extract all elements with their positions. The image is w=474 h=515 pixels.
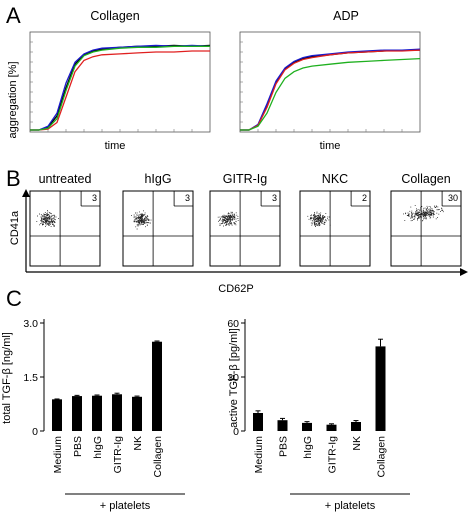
bar-chart-2-ylabel: active TGF-β [pg/ml] bbox=[228, 328, 240, 428]
panel-a-title-1: Collagen bbox=[90, 9, 139, 23]
panel-a-title-2: ADP bbox=[333, 9, 359, 23]
aggregation-plot-frame-2 bbox=[239, 31, 421, 133]
dot-cloud bbox=[131, 210, 152, 230]
dotplot-frame bbox=[122, 190, 194, 267]
y-tick-label: 30 bbox=[227, 372, 239, 384]
bar-chart-2-group-label: + platelets bbox=[325, 500, 376, 512]
bar bbox=[52, 399, 62, 431]
bar bbox=[253, 413, 263, 431]
dotplot-frame bbox=[29, 190, 101, 267]
aggregation-trace-3 bbox=[30, 50, 210, 131]
x-tick-label: Medium bbox=[52, 436, 64, 474]
x-tick-label: PBS bbox=[278, 436, 290, 457]
panel-b-ylabel: CD41a bbox=[9, 210, 21, 245]
bar bbox=[277, 420, 288, 431]
panel-a-ylabel: aggregation [%] bbox=[7, 61, 19, 138]
bar bbox=[132, 396, 142, 431]
x-tick-label: Medium bbox=[253, 436, 265, 474]
active-tgf-bar-chart: 0 30 60 Medium PBS hIgG GITR-Ig NK Collagen bbox=[227, 318, 387, 477]
bar bbox=[112, 394, 122, 431]
panel-label-c: C bbox=[6, 286, 22, 311]
y-tick-label: 1.5 bbox=[23, 372, 38, 384]
panel-b-y-arrow-head bbox=[22, 189, 30, 197]
dotplot-title: hIgG bbox=[144, 172, 171, 186]
dotplot-title: untreated bbox=[39, 172, 92, 186]
aggregation-trace-3 bbox=[240, 49, 421, 131]
dotplot-frame bbox=[299, 190, 371, 267]
x-tick-label: NK bbox=[132, 436, 144, 451]
bar bbox=[375, 346, 386, 431]
gate-percentage: 3 bbox=[272, 193, 277, 203]
bar bbox=[92, 395, 102, 431]
bar bbox=[152, 341, 162, 431]
aggregation-trace-4 bbox=[240, 57, 421, 131]
bar bbox=[302, 422, 312, 431]
dot-cloud bbox=[217, 211, 239, 227]
dotplot-title: Collagen bbox=[401, 172, 450, 186]
total-tgf-bar-chart: 0 1.5 3.0 Medium PBS hIgG GITR-Ig NK Collagen bbox=[23, 318, 164, 477]
panel-b-xlabel: CD62P bbox=[218, 283, 253, 295]
dotplot-title: GITR-Ig bbox=[223, 172, 267, 186]
x-tick-label: hIgG bbox=[302, 436, 314, 459]
gate-percentage: 3 bbox=[92, 193, 97, 203]
aggregation-plot-1 bbox=[30, 41, 211, 132]
bar bbox=[351, 422, 361, 431]
dot-cloud bbox=[403, 205, 444, 222]
x-tick-label: GITR-Ig bbox=[327, 436, 339, 473]
x-tick-label: PBS bbox=[72, 436, 84, 457]
bar-chart-1-ylabel: total TGF-β [ng/ml] bbox=[1, 332, 13, 424]
x-tick-label: hIgG bbox=[92, 436, 104, 459]
aggregation-plot-2 bbox=[240, 41, 421, 132]
y-tick-label: 3.0 bbox=[23, 318, 38, 330]
dotplot-frame bbox=[209, 190, 281, 267]
x-tick-label: NK bbox=[351, 436, 363, 451]
panel-label-a: A bbox=[6, 3, 21, 28]
bar-chart-1-group-label: + platelets bbox=[100, 500, 151, 512]
dot-cloud bbox=[307, 211, 331, 228]
x-tick-label: GITR-Ig bbox=[112, 436, 124, 473]
panel-label-b: B bbox=[6, 166, 21, 191]
bar bbox=[326, 424, 337, 431]
panel-a-xlabel-2: time bbox=[320, 140, 341, 152]
x-tick-label: Collagen bbox=[152, 436, 164, 478]
bar bbox=[72, 396, 82, 431]
y-tick-label: 0 bbox=[233, 426, 239, 438]
x-tick-label: Collagen bbox=[376, 436, 388, 478]
panel-b-x-arrow-head bbox=[460, 268, 468, 276]
aggregation-trace-2 bbox=[240, 48, 421, 131]
y-tick-label: 0 bbox=[32, 426, 38, 438]
dotplot-frame bbox=[390, 190, 462, 267]
panel-a-xlabel-1: time bbox=[105, 140, 126, 152]
aggregation-trace-4 bbox=[30, 45, 210, 131]
dotplot-title: NKC bbox=[322, 172, 348, 186]
gate-percentage: 3 bbox=[185, 193, 190, 203]
y-tick-label: 60 bbox=[227, 318, 239, 330]
gate-percentage: 2 bbox=[362, 193, 367, 203]
dot-cloud bbox=[36, 209, 59, 228]
gate-percentage: 30 bbox=[448, 193, 458, 203]
